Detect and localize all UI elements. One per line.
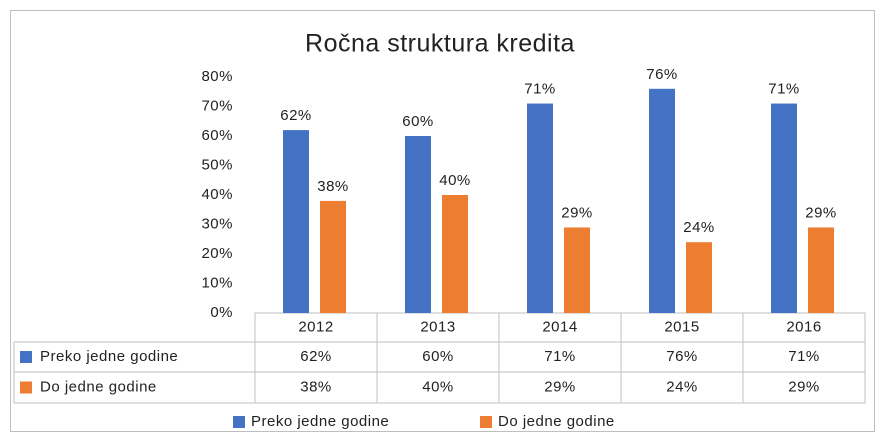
legend-key (233, 416, 245, 428)
legend-label: Preko jedne godine (251, 413, 389, 430)
data-label: 71% (768, 81, 800, 98)
bar (564, 227, 590, 313)
table-cell: 76% (666, 348, 698, 365)
x-tick-label: 2012 (298, 318, 333, 335)
x-tick-label: 2013 (420, 318, 455, 335)
data-label: 38% (317, 178, 349, 195)
data-label: 29% (561, 204, 593, 221)
table-cell: 38% (300, 378, 332, 395)
chart-title: Ročna struktura kredita (305, 30, 575, 58)
table-cell: 71% (788, 348, 820, 365)
table-legend-key (20, 351, 32, 363)
data-label: 40% (439, 172, 471, 189)
table-cell: 29% (544, 378, 576, 395)
y-tick-label: 30% (201, 215, 233, 232)
y-tick-label: 50% (201, 156, 233, 173)
table-cell: 24% (666, 378, 698, 395)
bar (283, 130, 309, 313)
bar (527, 103, 553, 313)
bar (320, 200, 346, 313)
data-label: 29% (805, 204, 837, 221)
legend-key (480, 416, 492, 428)
data-label: 62% (280, 107, 312, 124)
table-row-label: Preko jedne godine (40, 348, 178, 365)
y-tick-label: 10% (201, 274, 233, 291)
table-cell: 29% (788, 378, 820, 395)
y-tick-label: 40% (201, 186, 233, 203)
data-label: 71% (524, 81, 556, 98)
table-cell: 40% (422, 378, 454, 395)
legend-label: Do jedne godine (498, 413, 615, 430)
table-row-label: Do jedne godine (40, 378, 157, 395)
bar (405, 136, 431, 313)
data-label: 60% (402, 113, 434, 130)
data-label: 76% (646, 66, 678, 83)
table-cell: 62% (300, 348, 332, 365)
x-tick-label: 2015 (664, 318, 699, 335)
y-tick-label: 0% (210, 304, 233, 321)
table-legend-key (20, 381, 32, 394)
y-tick-label: 60% (201, 127, 233, 144)
x-tick-label: 2014 (542, 318, 577, 335)
bar (686, 242, 712, 313)
bar (649, 88, 675, 313)
bar (771, 103, 797, 313)
y-tick-label: 80% (201, 68, 233, 85)
y-tick-label: 70% (201, 97, 233, 114)
table-cell: 71% (544, 348, 576, 365)
y-tick-label: 20% (201, 245, 233, 262)
x-tick-label: 2016 (786, 318, 821, 335)
bar (442, 195, 468, 313)
table-cell: 60% (422, 348, 454, 365)
data-label: 24% (683, 219, 715, 236)
bar (808, 227, 834, 313)
